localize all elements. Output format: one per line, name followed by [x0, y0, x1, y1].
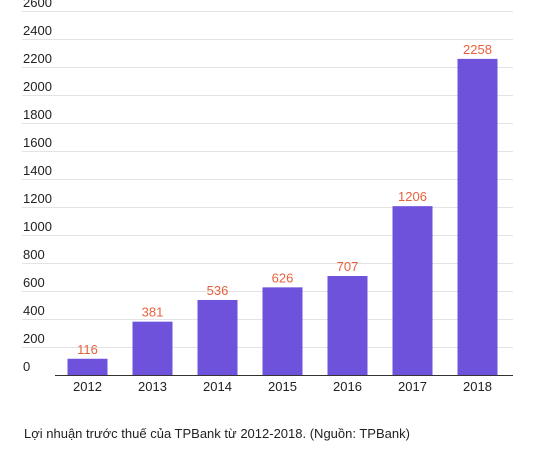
- y-tick-label: 0: [23, 359, 30, 374]
- x-axis-tick-labels: 2012 2013 2014 2015 2016 2017 2018: [73, 379, 492, 394]
- y-tick-label: 2000: [23, 79, 52, 94]
- x-tick-label: 2018: [463, 379, 492, 394]
- y-tick-label: 2200: [23, 51, 52, 66]
- data-labels: 116 381 536 626 707 1206 2258: [77, 42, 492, 357]
- x-tick-label: 2015: [268, 379, 297, 394]
- chart-caption: Lợi nhuận trước thuế của TPBank từ 2012-…: [24, 426, 410, 441]
- y-tick-label: 400: [23, 303, 45, 318]
- y-axis-tick-labels: 0 200 400 600 800 1000 1200 1400 1600 1800 2000 220…: [23, 0, 52, 374]
- data-label: 2258: [463, 42, 492, 57]
- x-tick-label: 2017: [398, 379, 427, 394]
- bar: [132, 321, 173, 375]
- y-tick-label: 1400: [23, 163, 52, 178]
- bar: [392, 206, 433, 375]
- x-tick-label: 2012: [73, 379, 102, 394]
- y-tick-label: 1600: [23, 135, 52, 150]
- gridlines: [22, 11, 513, 348]
- x-tick-label: 2013: [138, 379, 167, 394]
- bar: [262, 287, 303, 375]
- data-label: 116: [77, 342, 98, 357]
- y-tick-label: 1000: [23, 219, 52, 234]
- x-tick-label: 2014: [203, 379, 232, 394]
- y-tick-label: 1800: [23, 107, 52, 122]
- y-tick-label: 2400: [23, 23, 52, 38]
- data-label: 381: [142, 305, 164, 320]
- bar: [327, 276, 368, 375]
- y-tick-label: 1200: [23, 191, 52, 206]
- bar-chart: 0 200 400 600 800 1000 1200 1400 1600 1800 2000 220…: [22, 0, 513, 394]
- x-tick-label: 2016: [333, 379, 362, 394]
- data-label: 626: [272, 270, 294, 285]
- bar: [67, 358, 108, 375]
- data-label: 1206: [398, 189, 427, 204]
- bars: [67, 58, 498, 375]
- data-label: 536: [207, 283, 229, 298]
- y-tick-label: 200: [23, 331, 45, 346]
- y-tick-label: 600: [23, 275, 45, 290]
- bar: [197, 299, 238, 375]
- y-tick-label: 2600: [23, 0, 52, 10]
- data-label: 707: [337, 259, 359, 274]
- y-tick-label: 800: [23, 247, 45, 262]
- bar: [457, 58, 498, 375]
